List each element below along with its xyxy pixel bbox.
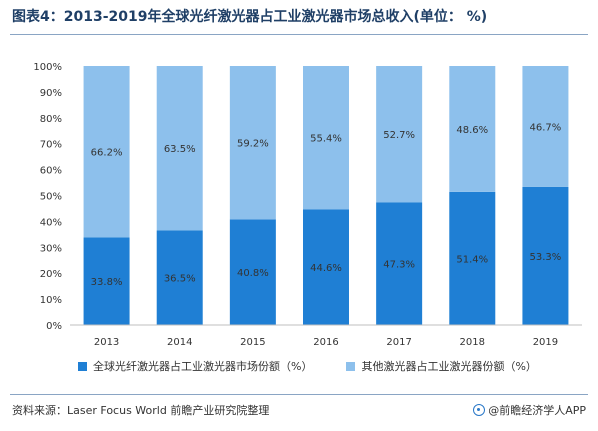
- chart-legend: 全球光纤激光器占工业激光器市场份额（%） 其他激光器占工业激光器份额（%）: [78, 358, 537, 374]
- x-tick-label: 2017: [386, 337, 411, 348]
- legend-swatch-fiber: [78, 361, 87, 371]
- y-tick-label: 0%: [46, 321, 62, 332]
- bar-segment-other: [156, 66, 203, 231]
- bar-segment-fiber: [376, 202, 423, 325]
- legend-swatch-other: [346, 361, 356, 371]
- legend-label-other: 其他激光器占工业激光器份额（%）: [361, 360, 537, 373]
- source-note: 资料来源：Laser Focus World 前瞻产业研究院整理: [12, 404, 270, 417]
- footer-divider: [10, 394, 588, 395]
- y-tick-label: 30%: [40, 243, 62, 254]
- legend-label-fiber: 全球光纤激光器占工业激光器市场份额（%）: [93, 360, 313, 373]
- data-label-fiber: 53.3%: [530, 252, 562, 263]
- title-divider: [10, 34, 588, 35]
- y-tick-label: 70%: [40, 140, 62, 151]
- credit-text: @前瞻经济学人APP: [488, 404, 586, 417]
- bar-segment-other: [229, 66, 276, 220]
- x-tick-label: 2014: [167, 337, 192, 348]
- bar-segment-fiber: [449, 191, 496, 325]
- data-label-other: 46.7%: [530, 122, 562, 133]
- y-tick-label: 80%: [40, 114, 62, 125]
- y-tick-label: 40%: [40, 217, 62, 228]
- y-tick-label: 90%: [40, 88, 62, 99]
- data-label-other: 48.6%: [456, 125, 488, 136]
- bar-segment-fiber: [83, 237, 130, 325]
- y-tick-label: 60%: [40, 166, 62, 177]
- x-tick-label: 2016: [313, 337, 338, 348]
- y-tick-label: 50%: [40, 192, 62, 203]
- bar-segment-other: [376, 66, 423, 203]
- bar-segment-other: [303, 66, 349, 210]
- data-label-other: 55.4%: [310, 134, 342, 145]
- legend-item-fiber: 全球光纤激光器占工业激光器市场份额（%）: [78, 358, 312, 374]
- bar-segment-fiber: [229, 219, 276, 325]
- chart-title: 图表4：2013-2019年全球光纤激光器占工业激光器市场总收入(单位： %): [12, 9, 488, 25]
- bar-segment-other: [83, 66, 130, 238]
- x-tick-label: 2015: [240, 337, 265, 348]
- stacked-bar-chart: 0% 10% 20% 30% 40% 50% 60% 70% 80% 90% 100% 33.8% 66…: [33, 62, 582, 348]
- x-tick-label: 2019: [533, 337, 558, 348]
- bar-segment-fiber: [303, 209, 349, 325]
- data-label-fiber: 36.5%: [164, 274, 196, 285]
- data-label-fiber: 33.8%: [91, 277, 123, 288]
- data-label-fiber: 51.4%: [456, 254, 488, 265]
- x-tick-label: 2018: [460, 337, 485, 348]
- data-label-other: 52.7%: [383, 130, 415, 141]
- bar-segment-fiber: [156, 230, 203, 325]
- credit: @前瞻经济学人APP: [473, 402, 586, 418]
- data-label-other: 59.2%: [237, 139, 269, 150]
- y-tick-label: 100%: [33, 62, 62, 73]
- data-label-fiber: 44.6%: [310, 263, 342, 274]
- data-label-other: 66.2%: [91, 148, 123, 159]
- x-tick-label: 2013: [94, 337, 119, 348]
- bar-segment-other: [522, 66, 569, 187]
- y-tick-label: 10%: [40, 295, 62, 306]
- data-label-other: 63.5%: [164, 144, 196, 155]
- legend-item-other: 其他激光器占工业激光器份额（%）: [346, 358, 537, 374]
- bar-segment-other: [449, 66, 496, 192]
- data-label-fiber: 40.8%: [237, 268, 269, 279]
- bar-segment-fiber: [522, 186, 569, 325]
- y-tick-label: 20%: [40, 269, 62, 280]
- qianzhan-logo-icon: [473, 404, 486, 416]
- data-label-fiber: 47.3%: [383, 260, 415, 271]
